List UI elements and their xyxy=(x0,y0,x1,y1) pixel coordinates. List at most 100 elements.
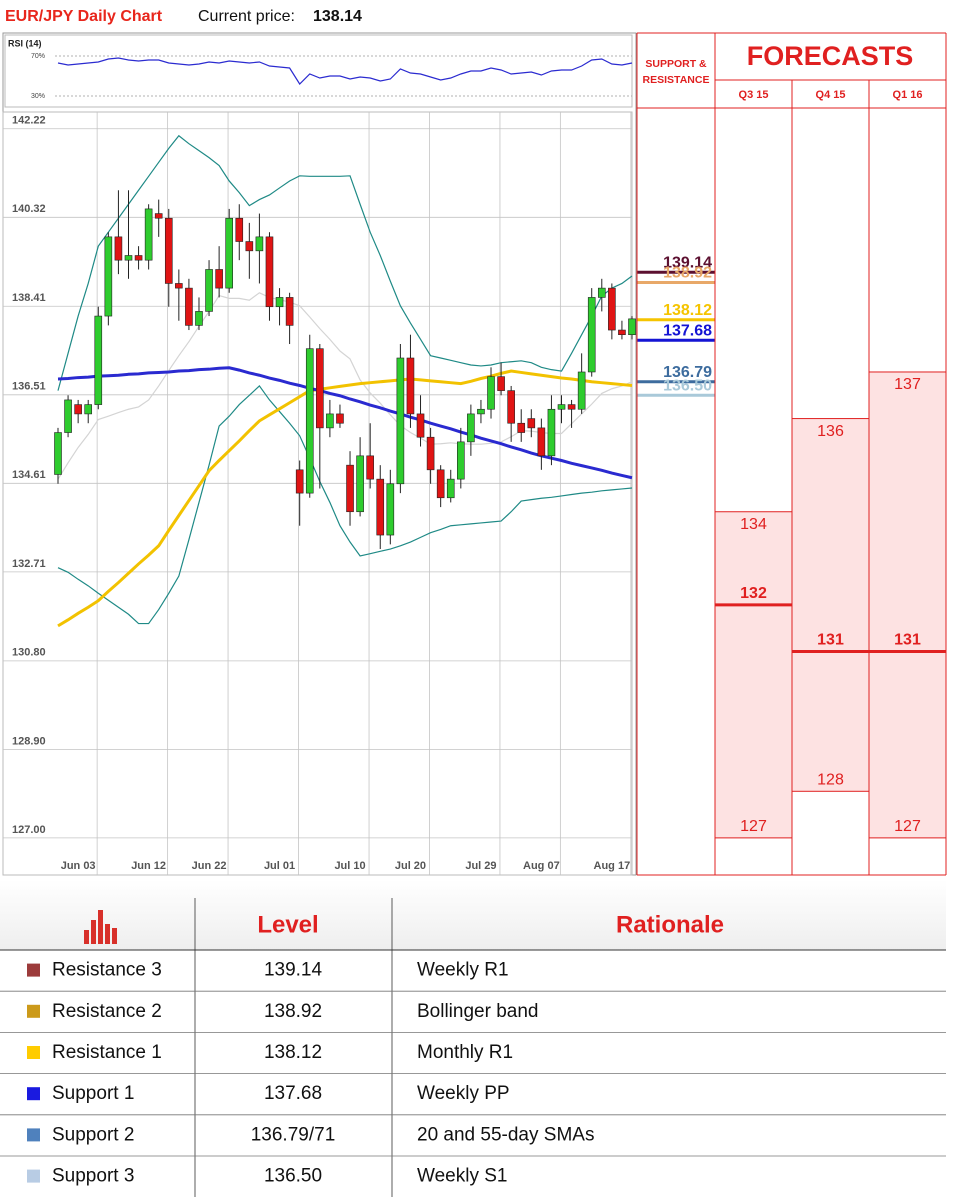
row-rationale: Monthly R1 xyxy=(417,1042,513,1063)
candle-body xyxy=(356,455,364,513)
row-level: 137.68 xyxy=(264,1083,322,1104)
candle-body xyxy=(84,404,93,415)
row-swatch xyxy=(27,1087,40,1101)
chart-title: EUR/JPY Daily Chart xyxy=(5,8,163,25)
sr-title: SUPPORT & xyxy=(645,58,707,70)
rsi-panel xyxy=(4,34,633,108)
candle-body xyxy=(446,478,455,499)
candle-body xyxy=(597,287,606,298)
forecast-high-label: 136 xyxy=(817,423,844,440)
candle-body xyxy=(396,357,405,485)
sr-level-label: 137.68 xyxy=(663,323,712,340)
x-tick-label: Jun 22 xyxy=(192,860,227,872)
y-tick-label: 127.00 xyxy=(12,824,46,836)
rsi-line xyxy=(57,57,633,85)
current-price: 138.14 xyxy=(313,8,362,25)
candle-body xyxy=(467,413,475,443)
x-tick-label: Jun 12 xyxy=(131,860,166,872)
row-swatch xyxy=(27,1004,40,1018)
candle-body xyxy=(74,404,82,415)
row-swatch xyxy=(27,1128,40,1142)
y-tick-label: 134.61 xyxy=(12,469,46,481)
x-tick-label: Aug 07 xyxy=(523,860,560,872)
candle-body xyxy=(175,283,183,289)
row-rationale: Weekly R1 xyxy=(417,960,509,981)
candle-body xyxy=(507,390,515,424)
table-header: Rationale xyxy=(616,911,724,938)
price-label: Current price: xyxy=(198,8,295,25)
candle-body xyxy=(477,408,485,415)
candle-body xyxy=(265,236,274,308)
row-level: 136.50 xyxy=(264,1166,322,1187)
rsi-title: RSI (14) xyxy=(8,38,42,48)
candle-body xyxy=(577,371,586,410)
rsi-tick-label: 30% xyxy=(31,93,45,100)
indicator-line xyxy=(57,369,633,628)
y-tick-label: 132.71 xyxy=(12,558,46,570)
candle-body xyxy=(326,413,334,429)
candle-body xyxy=(487,376,495,410)
candle-body xyxy=(587,297,596,373)
row-swatch xyxy=(27,1169,40,1183)
x-tick-label: Jul 29 xyxy=(465,860,496,872)
candle-body xyxy=(144,208,153,261)
period-label: Q1 16 xyxy=(893,89,923,101)
candle-body xyxy=(255,236,264,252)
row-level: 136.79/71 xyxy=(251,1124,336,1145)
candle-body xyxy=(114,236,123,261)
sr-level-label: 136.79 xyxy=(663,364,712,381)
y-tick-label: 138.41 xyxy=(12,292,46,304)
candle-body xyxy=(285,297,294,326)
candle-body xyxy=(547,408,556,457)
candle-body xyxy=(305,348,314,494)
table-header-bg xyxy=(0,880,946,950)
row-level: 139.14 xyxy=(264,960,323,981)
sr-level-label: 138.92 xyxy=(663,265,712,282)
x-tick-label: Jul 10 xyxy=(334,860,365,872)
candle-body xyxy=(366,455,374,480)
row-rationale: 20 and 55-day SMAs xyxy=(417,1124,594,1145)
sr-level-label: 136.50 xyxy=(663,377,712,394)
forecast-mid-label: 131 xyxy=(817,632,844,649)
row-name: Support 2 xyxy=(52,1124,134,1145)
candle-body xyxy=(376,478,385,536)
indicator-line xyxy=(57,385,633,625)
forecast-range xyxy=(791,418,870,792)
row-level: 138.92 xyxy=(264,1001,322,1022)
row-swatch xyxy=(27,963,40,977)
period-label: Q3 15 xyxy=(739,89,769,101)
row-name: Resistance 1 xyxy=(52,1042,162,1063)
candle-body xyxy=(406,357,415,415)
candle-body xyxy=(436,469,445,499)
candle-body xyxy=(235,217,244,242)
sr-level-label: 139.14 xyxy=(663,254,712,271)
table-icon xyxy=(84,910,117,944)
forecasts-title: FORECASTS xyxy=(747,41,914,71)
candle-body xyxy=(386,483,395,536)
candle-body xyxy=(416,413,425,438)
row-name: Resistance 3 xyxy=(52,960,162,981)
candle-body xyxy=(557,404,566,410)
row-rationale: Weekly PP xyxy=(417,1083,510,1104)
rsi-tick-label: 70% xyxy=(31,53,45,60)
candle-body xyxy=(608,287,616,331)
indicator-line xyxy=(57,292,633,480)
candle-body xyxy=(215,269,223,289)
candle-body xyxy=(295,469,304,494)
candle-body xyxy=(54,432,62,475)
candle-body xyxy=(164,217,173,284)
candle-body xyxy=(94,315,103,405)
candle-body xyxy=(195,311,203,326)
candle-body xyxy=(205,269,213,312)
x-tick-label: Jul 01 xyxy=(264,860,295,872)
row-level: 138.12 xyxy=(264,1042,322,1063)
y-tick-label: 128.90 xyxy=(12,735,46,747)
candle-body xyxy=(517,422,526,433)
candle-body xyxy=(316,348,324,429)
row-name: Support 1 xyxy=(52,1083,134,1104)
candle-body xyxy=(124,255,133,261)
forecast-mid-label: 132 xyxy=(740,585,767,602)
row-swatch xyxy=(27,1046,40,1059)
candle-body xyxy=(537,427,546,457)
forecast-low-label: 127 xyxy=(894,818,921,835)
